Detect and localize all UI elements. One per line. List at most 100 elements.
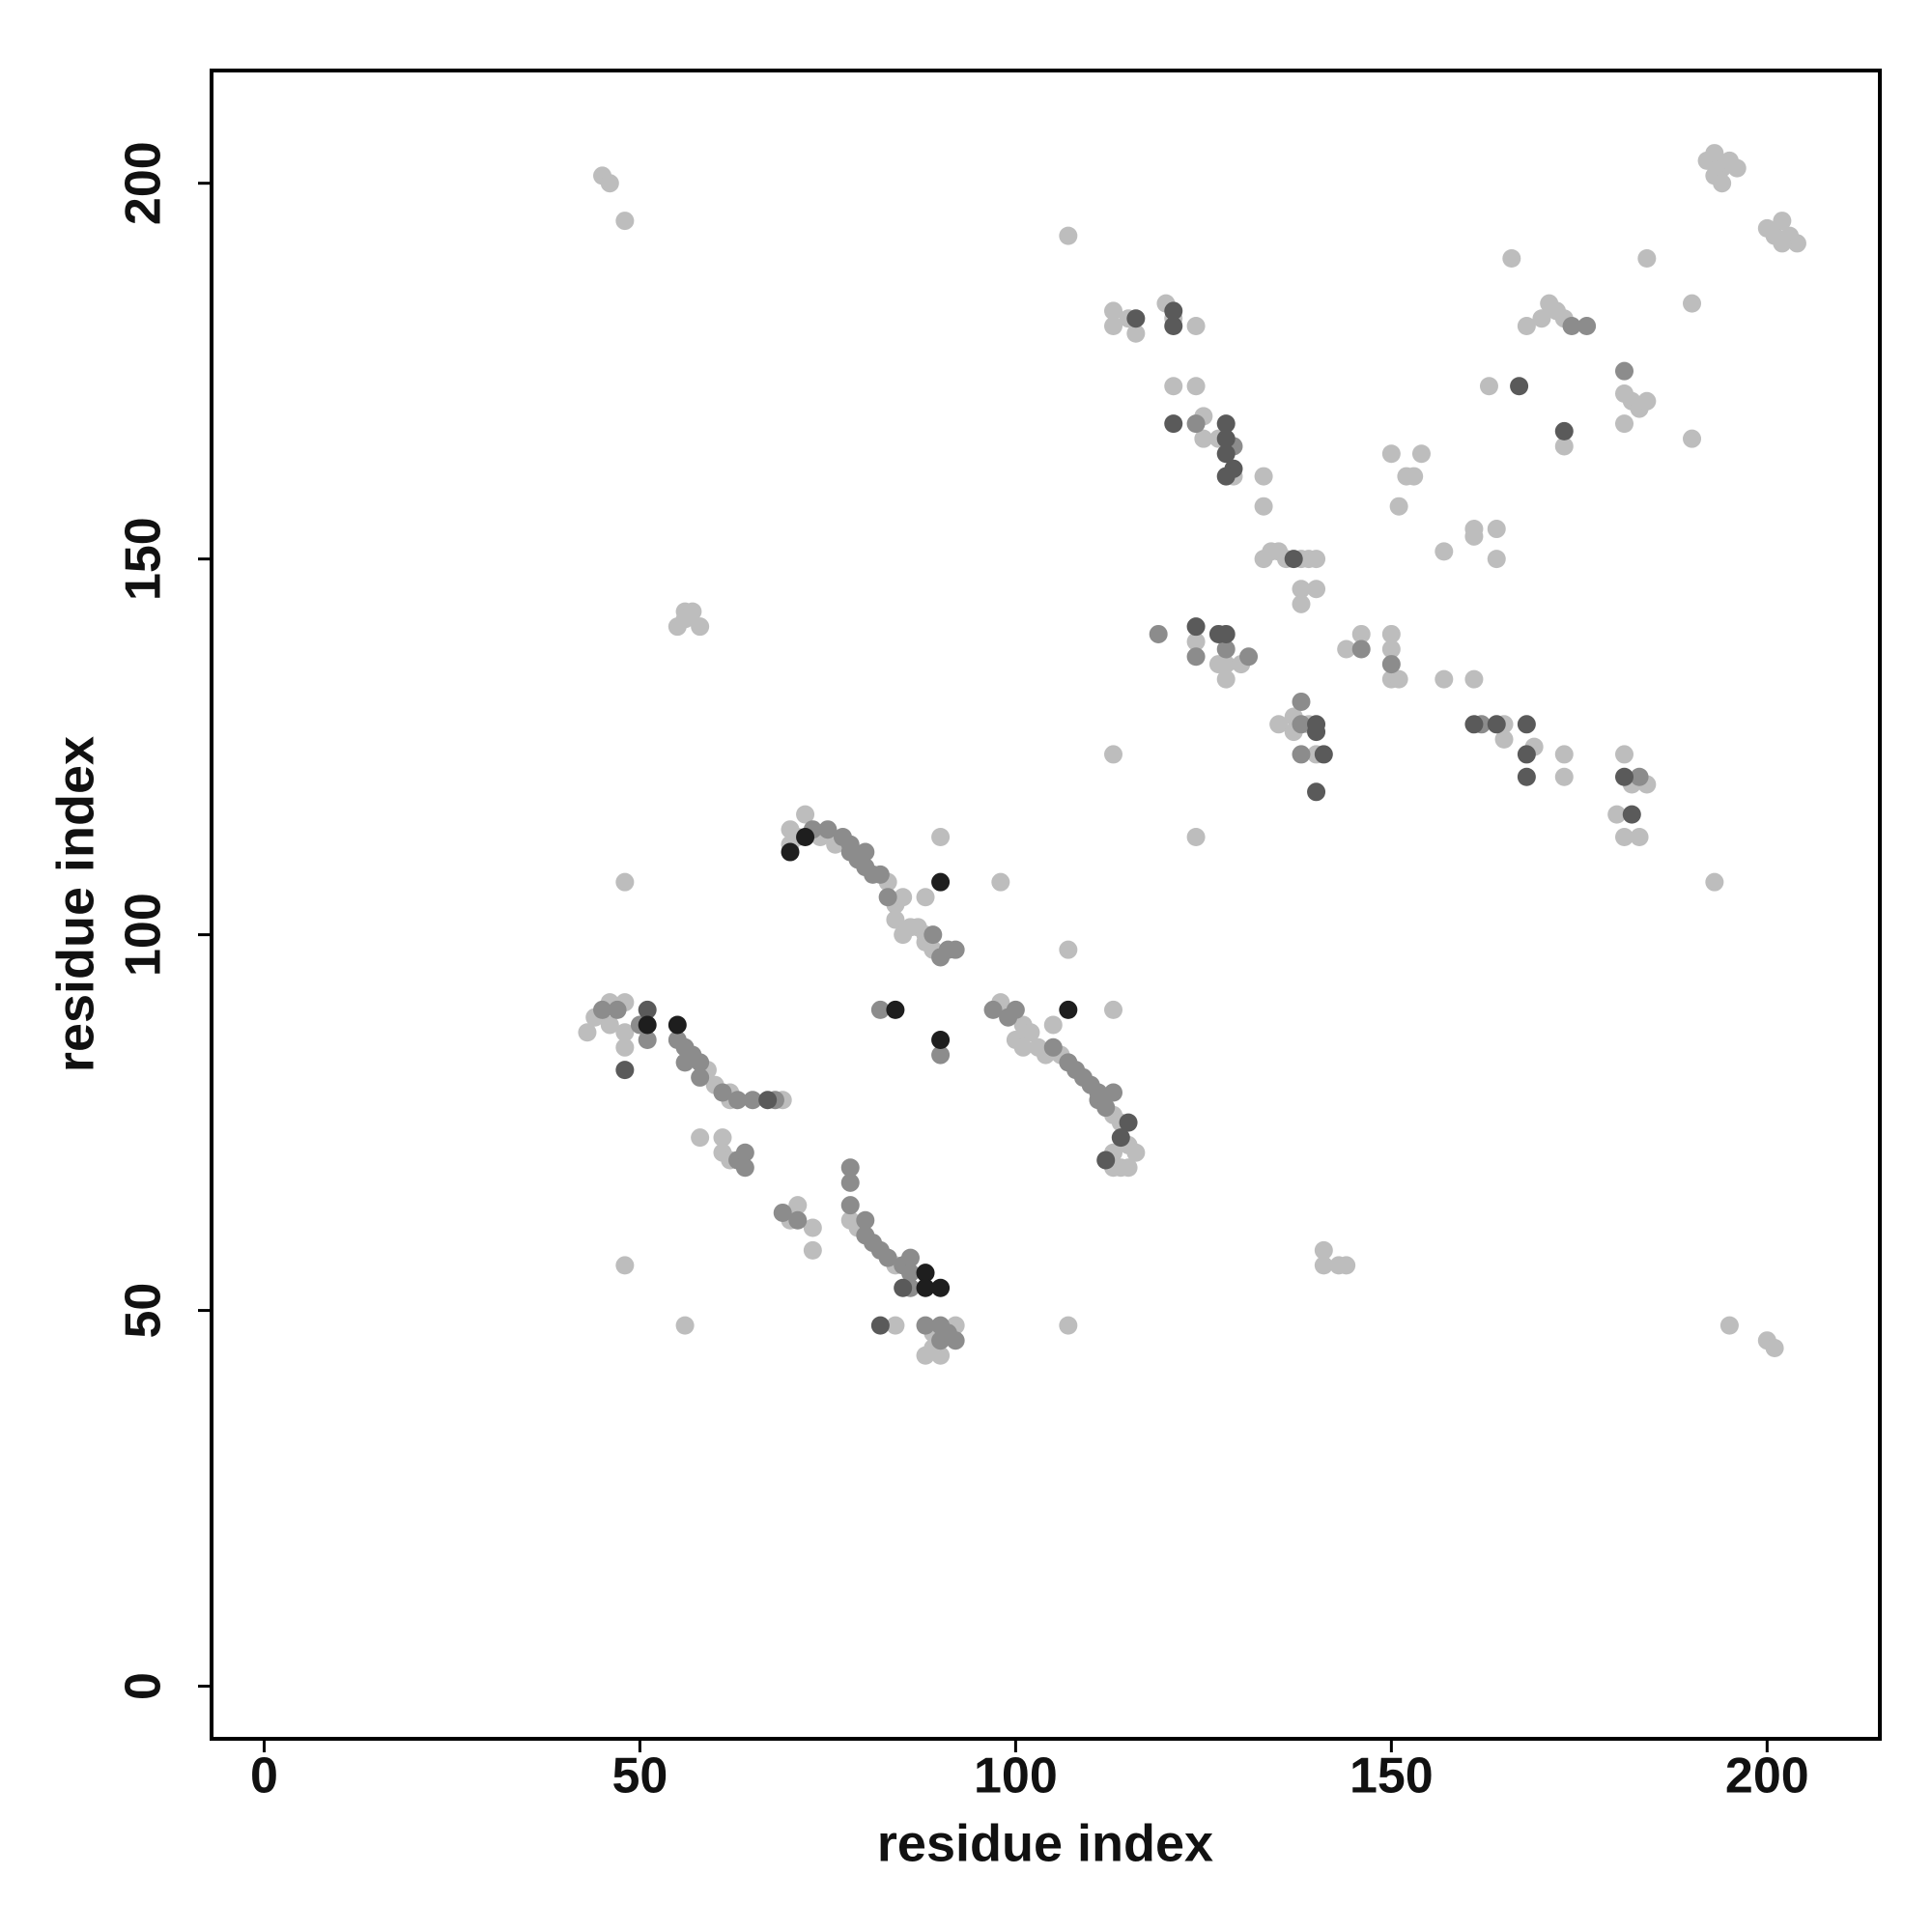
point <box>1043 1015 1063 1035</box>
point <box>878 888 897 907</box>
point <box>1216 429 1236 448</box>
point <box>1104 316 1123 335</box>
y-tick-label: 0 <box>116 1672 172 1700</box>
point <box>1239 647 1259 667</box>
point <box>886 1316 905 1335</box>
point <box>728 1091 748 1110</box>
point <box>735 1158 754 1178</box>
point <box>1216 669 1236 689</box>
point <box>1615 827 1634 846</box>
point <box>1773 234 1792 253</box>
point <box>1216 467 1236 486</box>
point <box>1126 309 1146 328</box>
point <box>886 1000 905 1019</box>
point <box>1006 1000 1025 1019</box>
point <box>1111 1128 1130 1148</box>
point <box>773 1203 792 1222</box>
point <box>931 1346 951 1365</box>
point <box>1119 1113 1138 1132</box>
point <box>615 872 635 892</box>
point <box>840 1196 860 1215</box>
point <box>675 1316 695 1335</box>
point <box>1186 827 1206 846</box>
point <box>593 1000 612 1019</box>
point <box>894 1278 913 1297</box>
point <box>1254 497 1273 516</box>
point <box>1104 1000 1123 1019</box>
point <box>1637 248 1657 268</box>
point <box>1254 467 1273 486</box>
point <box>840 1173 860 1192</box>
point <box>1186 316 1206 335</box>
point <box>1307 550 1326 569</box>
point <box>1104 745 1123 764</box>
point <box>931 827 951 846</box>
point <box>713 1083 732 1102</box>
point <box>1307 782 1326 802</box>
point <box>1615 745 1634 764</box>
point <box>840 1158 860 1178</box>
point <box>1216 414 1236 434</box>
point <box>1351 624 1371 643</box>
y-tick-label: 200 <box>116 141 172 225</box>
point <box>870 865 890 884</box>
point <box>1292 745 1311 764</box>
point <box>1517 316 1536 335</box>
point <box>1487 715 1506 734</box>
point <box>1381 655 1401 674</box>
point <box>803 1218 822 1237</box>
point <box>1307 580 1326 599</box>
point <box>916 1264 935 1283</box>
point <box>856 842 875 862</box>
point <box>1381 639 1401 659</box>
point <box>1292 715 1311 734</box>
point <box>1517 715 1536 734</box>
point <box>1554 745 1574 764</box>
x-tick-label: 200 <box>1725 1748 1809 1804</box>
x-axis-title: residue index <box>877 1814 1213 1872</box>
point <box>1096 1151 1116 1170</box>
point <box>1705 872 1724 892</box>
point <box>781 842 800 862</box>
point <box>1149 624 1168 643</box>
point <box>1510 377 1529 396</box>
point <box>1577 316 1597 335</box>
point <box>916 888 935 907</box>
point <box>1615 414 1634 434</box>
point <box>735 1143 754 1162</box>
point <box>615 1037 635 1057</box>
point <box>758 1091 778 1110</box>
point <box>713 1128 732 1148</box>
point <box>1719 1316 1739 1335</box>
point <box>1059 1000 1078 1019</box>
point <box>683 602 702 621</box>
point <box>1164 377 1183 396</box>
y-tick-label: 100 <box>116 893 172 977</box>
point <box>1059 1316 1078 1335</box>
point <box>615 1023 635 1042</box>
point <box>1043 1037 1063 1057</box>
point <box>1615 767 1634 786</box>
point <box>1059 226 1078 245</box>
point <box>1351 639 1371 659</box>
point <box>916 1346 935 1365</box>
point <box>1464 669 1484 689</box>
point <box>1494 729 1514 749</box>
point <box>1314 1256 1333 1275</box>
point <box>1104 1083 1123 1102</box>
point <box>1164 301 1183 321</box>
point <box>1607 805 1627 824</box>
point <box>983 1000 1003 1019</box>
point <box>1021 1023 1040 1042</box>
point <box>1126 324 1146 343</box>
point <box>1307 723 1326 742</box>
point <box>1787 234 1806 253</box>
point <box>894 888 913 907</box>
point <box>638 1015 657 1035</box>
point <box>743 1091 762 1110</box>
y-axis-title: residue index <box>46 736 104 1072</box>
point <box>1208 655 1228 674</box>
point <box>870 1316 890 1335</box>
point <box>600 1015 619 1035</box>
point <box>991 872 1010 892</box>
